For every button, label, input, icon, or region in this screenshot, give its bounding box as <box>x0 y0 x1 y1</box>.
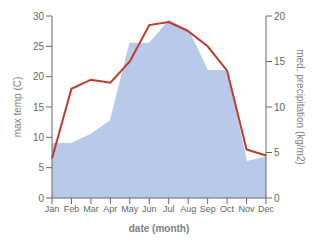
svg-text:Oct: Oct <box>220 204 235 214</box>
svg-text:20: 20 <box>33 71 45 82</box>
svg-text:Jun: Jun <box>142 204 157 214</box>
svg-text:Nov: Nov <box>239 204 256 214</box>
svg-text:med. precipitation (kg/m2): med. precipitation (kg/m2) <box>295 49 306 165</box>
svg-text:Dec: Dec <box>258 204 275 214</box>
svg-text:5: 5 <box>274 147 280 158</box>
svg-text:May: May <box>121 204 139 214</box>
svg-text:20: 20 <box>274 11 286 22</box>
svg-text:Aug: Aug <box>180 204 196 214</box>
svg-text:5: 5 <box>38 162 44 173</box>
svg-text:Sep: Sep <box>200 204 216 214</box>
svg-text:15: 15 <box>274 56 286 67</box>
svg-text:30: 30 <box>33 11 45 22</box>
svg-text:Apr: Apr <box>103 204 117 214</box>
svg-text:0: 0 <box>38 193 44 204</box>
svg-text:25: 25 <box>33 41 45 52</box>
svg-text:Feb: Feb <box>64 204 80 214</box>
svg-text:max temp (C): max temp (C) <box>12 77 23 138</box>
svg-text:date (month): date (month) <box>129 223 190 234</box>
svg-text:Mar: Mar <box>83 204 99 214</box>
svg-text:10: 10 <box>274 102 286 113</box>
svg-text:15: 15 <box>33 102 45 113</box>
svg-text:Jan: Jan <box>45 204 60 214</box>
svg-text:0: 0 <box>274 193 280 204</box>
svg-text:Jul: Jul <box>163 204 175 214</box>
svg-text:10: 10 <box>33 132 45 143</box>
